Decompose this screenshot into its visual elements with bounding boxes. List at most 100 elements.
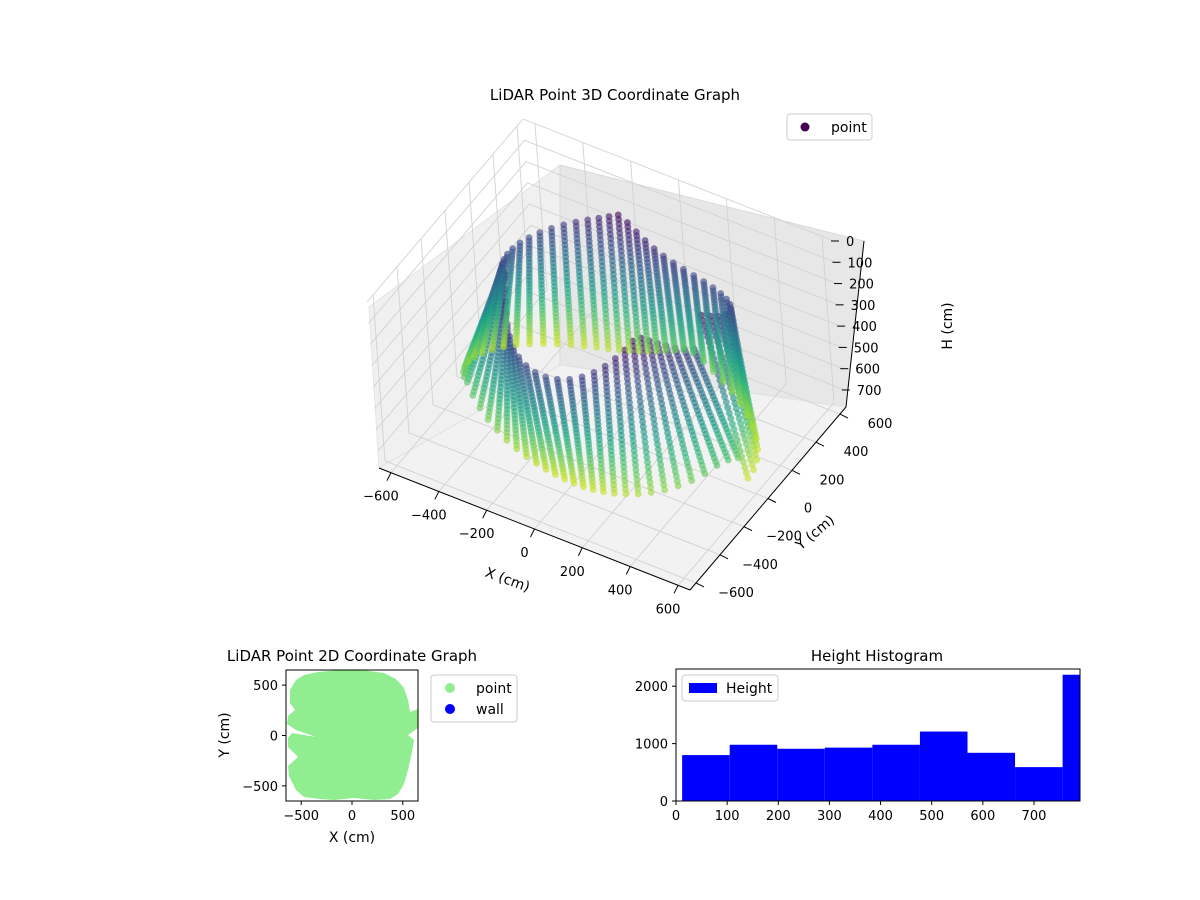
plot-3d-title: LiDAR Point 3D Coordinate Graph	[490, 86, 740, 104]
plot-3d-point	[733, 436, 741, 444]
plot-3d-point	[636, 398, 644, 405]
plot-2d-xtick-label: 500	[390, 809, 415, 824]
plot-3d: LiDAR Point 3D Coordinate Graph −600 −400…	[363, 86, 956, 617]
plot-3d-gridline-x	[390, 123, 548, 473]
plot-3d-point	[743, 440, 750, 448]
plot-3d-gridline-y	[396, 266, 721, 556]
histogram-legend: Height	[681, 674, 779, 702]
plot-3d-point	[642, 443, 650, 451]
plot-3d-point	[631, 357, 639, 365]
plot-3d-point	[739, 458, 747, 466]
plot-3d-ztick-label: 300	[851, 299, 876, 314]
plot-3d-zlabel: H (cm)	[940, 302, 956, 349]
plot-2d-xtick-label: 0	[348, 809, 356, 824]
plot-3d-point	[651, 420, 658, 428]
plot-3d-point	[647, 400, 655, 408]
plot-3d-xtick	[530, 528, 535, 538]
histogram-xtick-label: 300	[817, 809, 842, 824]
plot-3d-point	[658, 466, 665, 473]
plot-3d-point	[639, 423, 647, 431]
plot-3d-point	[730, 394, 737, 402]
plot-3d-point	[641, 433, 648, 441]
plot-3d-point	[722, 398, 730, 406]
plot-3d-point	[601, 362, 609, 370]
plot-3d-point	[732, 431, 739, 439]
plot-3d-gridline-y	[444, 210, 769, 499]
histogram-bar	[1062, 674, 1080, 801]
plot-3d-ticks: −600−400−2000200400600−600−400−200020040…	[363, 235, 892, 617]
plot-3d-point	[580, 342, 588, 350]
plot-3d-point	[737, 420, 744, 427]
plot-3d-point	[744, 445, 752, 453]
histogram-bars	[682, 674, 1080, 801]
plot-3d-point	[747, 456, 755, 463]
plot-3d-point	[724, 404, 732, 411]
plot-3d-point	[658, 471, 666, 479]
plot-3d-xtick-label: 0	[520, 546, 528, 561]
plot-3d-ztick-label: 200	[849, 278, 874, 293]
histogram-bar	[777, 748, 825, 801]
plot-2d-ytick-label: 500	[253, 679, 278, 694]
plot-2d-points	[287, 670, 418, 800]
plot-3d-point	[488, 346, 496, 354]
plot-3d-point	[478, 349, 486, 357]
plot-3d-ztick-label: 600	[855, 363, 880, 378]
plot-3d-point	[643, 375, 651, 382]
plot-3d-point	[635, 388, 643, 395]
plot-3d-point	[654, 440, 661, 448]
plot-3d-point	[552, 471, 559, 478]
histogram-xtick-label: 200	[766, 809, 791, 824]
plot-3d-xtick-label: −200	[459, 527, 495, 542]
plot-3d-point	[633, 367, 640, 375]
plot-3d-point	[494, 353, 501, 360]
plot-3d-xtick	[625, 566, 631, 575]
plot-2d-legend-wall-label: wall	[476, 702, 504, 718]
plot-3d-point	[540, 340, 547, 348]
plot-2d: LiDAR Point 2D Coordinate Graph −500−500…	[217, 647, 518, 846]
plot-3d-point	[644, 380, 652, 388]
plot-3d-point	[533, 460, 540, 467]
plot-3d-point	[741, 464, 749, 471]
plot-3d-gridline-y	[372, 294, 697, 584]
plot-3d-ytick	[743, 526, 753, 532]
plot-3d-gridline-z	[369, 161, 838, 345]
plot-3d-point	[645, 473, 653, 481]
plot-3d-ytick-label: −600	[718, 586, 754, 601]
histogram-ticks: 0 100 200 300 400 500 600 700 0 1000 2000	[635, 680, 1046, 824]
plot-3d-point	[593, 344, 601, 351]
plot-3d-point	[460, 368, 467, 376]
plot-3d-gridline-z	[371, 182, 839, 367]
plot-3d-point	[731, 399, 739, 407]
plot-3d-ytick	[839, 413, 849, 419]
plot-3d-point	[634, 378, 642, 385]
plot-2d-legend: point wall	[430, 674, 518, 723]
plot-3d-point	[662, 347, 670, 355]
plot-3d-point	[646, 478, 654, 486]
plot-3d-ytick-label: 400	[844, 445, 869, 460]
histogram-bar	[729, 744, 778, 801]
plot-3d-point	[643, 453, 651, 461]
plot-3d-legend-marker	[800, 122, 810, 132]
plot-3d-xtick	[577, 547, 583, 556]
plot-3d-point	[639, 418, 646, 426]
plot-3d-point	[644, 458, 651, 466]
histogram-xtick-label: 100	[715, 809, 740, 824]
plot-3d-ytick	[815, 441, 825, 447]
plot-3d-point	[634, 383, 642, 390]
plot-3d-point	[690, 349, 697, 357]
plot-3d-gridline-z	[374, 224, 842, 409]
histogram-ytick-label: 1000	[635, 738, 668, 753]
histogram-frame	[675, 668, 1081, 802]
plot-3d-gridline-z	[368, 139, 836, 324]
plot-3d-point	[680, 346, 688, 354]
plot-3d-gridline-z	[372, 203, 841, 388]
plot-3d-point	[661, 486, 668, 494]
plot-3d-ytick-label: 0	[804, 502, 812, 517]
plot-3d-point	[641, 438, 649, 446]
plot-3d-legend: point	[786, 113, 873, 141]
plot-3d-point	[652, 430, 660, 438]
plot-3d-ztick-label: 0	[846, 235, 854, 250]
histogram-legend-label: Height	[726, 681, 773, 697]
plot-3d-point	[738, 453, 746, 460]
plot-2d-ytick-label: −500	[242, 780, 278, 795]
